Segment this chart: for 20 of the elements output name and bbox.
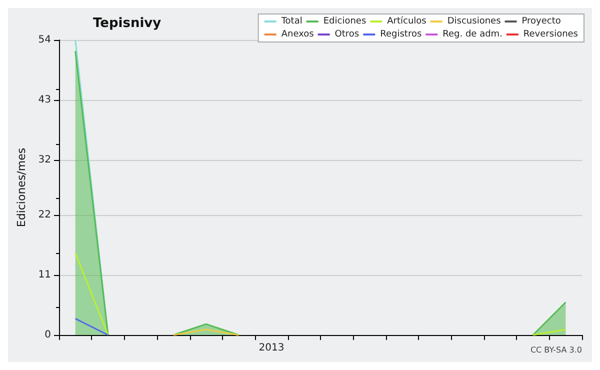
text: CC BY-SA 3.0 xyxy=(530,346,582,354)
legend-label: Anexos xyxy=(281,30,314,40)
y-tick-label: 32 xyxy=(38,154,51,166)
legend-label: Proyecto xyxy=(522,16,562,26)
legend-label: Reversiones xyxy=(523,30,578,40)
legend-label: Ediciones xyxy=(323,16,366,26)
legend-label: Total xyxy=(280,16,302,26)
chart-title: Tepisnivy xyxy=(93,16,162,31)
y-axis-title: Ediciones/mes xyxy=(15,148,28,228)
legend-label: Reg. de adm. xyxy=(442,30,502,40)
legend-label: Discusiones xyxy=(447,16,502,26)
y-tick-label: 22 xyxy=(38,209,51,220)
legend-label: Registros xyxy=(380,30,422,40)
legend-label: Otros xyxy=(334,30,360,40)
y-tick-label: 43 xyxy=(38,94,51,106)
x-tick-label: 2013 xyxy=(258,342,284,354)
y-tick-label: 11 xyxy=(38,269,51,280)
y-tick-label: 54 xyxy=(38,34,51,46)
y-tick-label: 0 xyxy=(44,330,51,340)
legend-label: Artículos xyxy=(387,16,427,26)
